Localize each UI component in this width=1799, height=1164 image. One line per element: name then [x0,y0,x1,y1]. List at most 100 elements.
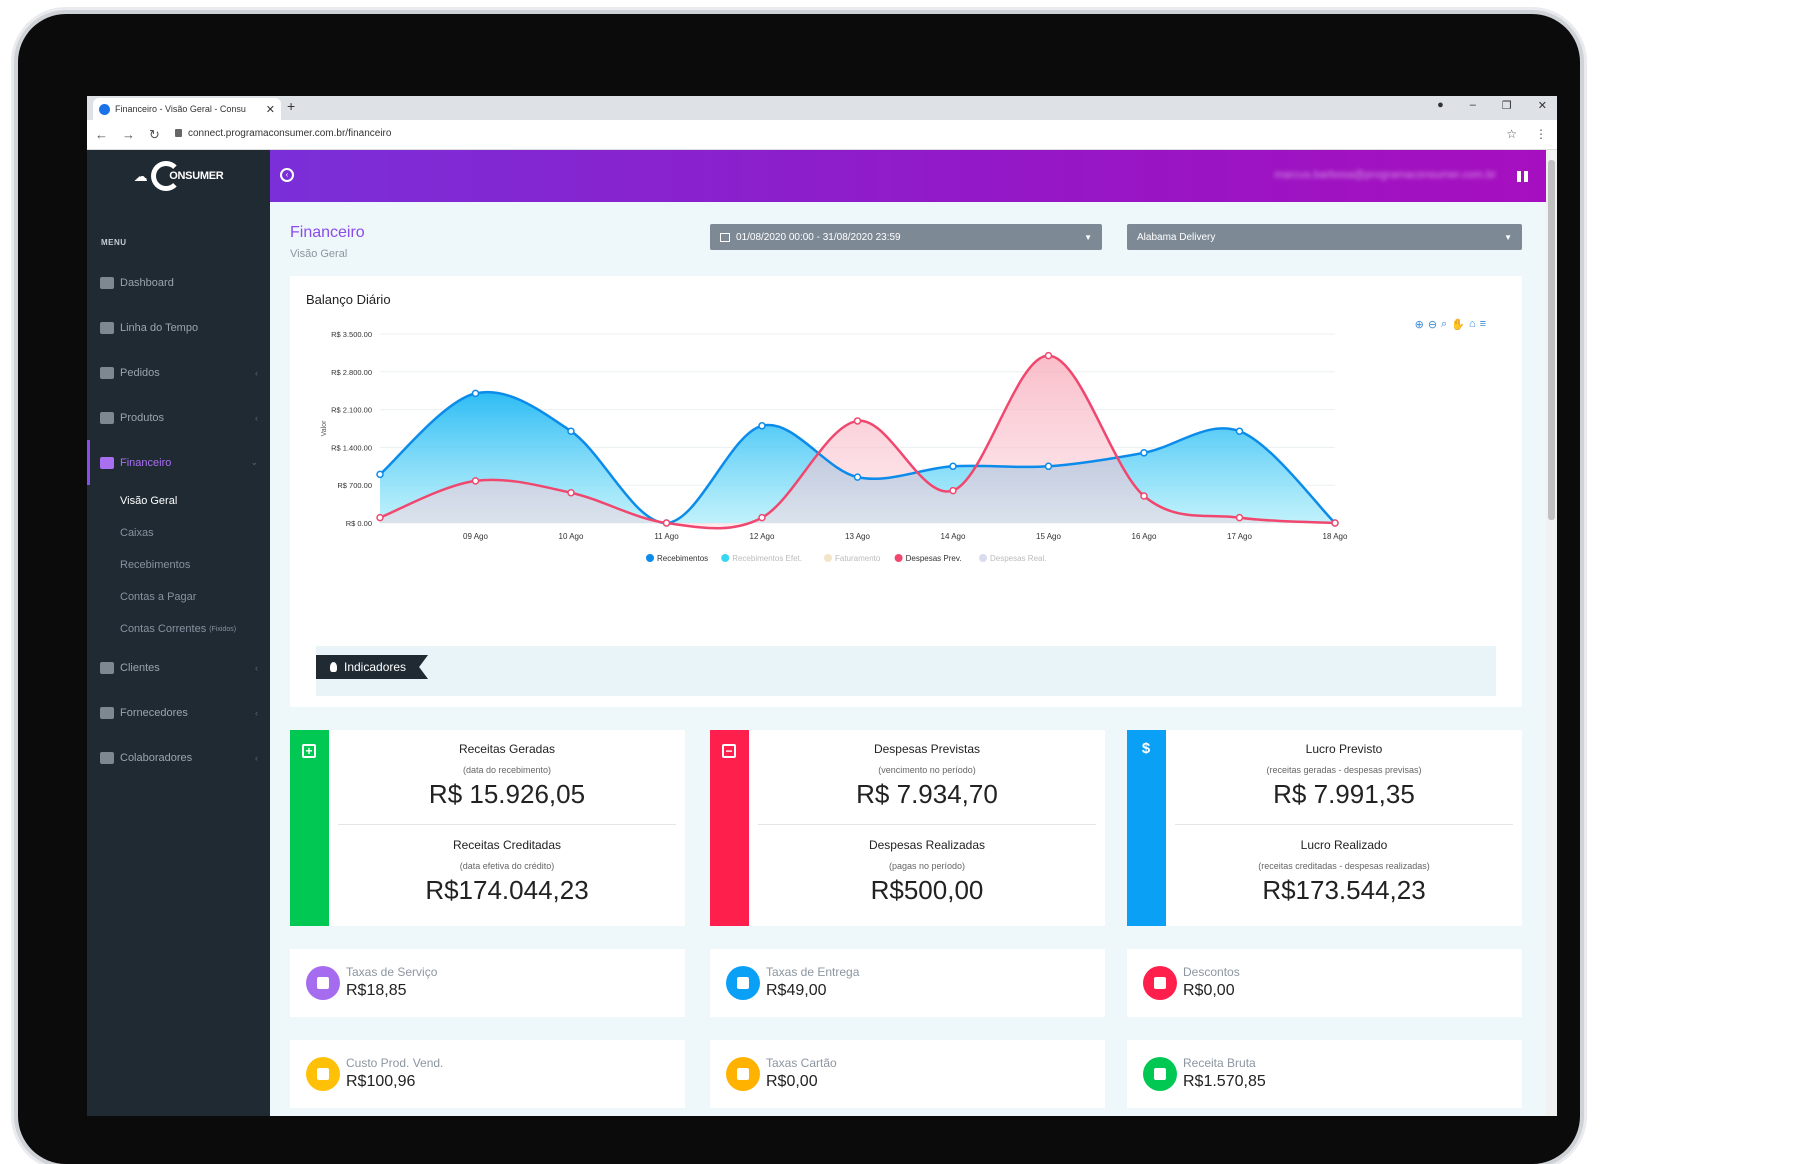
submenu-item-caixas[interactable]: Caixas [120,527,154,539]
home-icon[interactable]: ⌂ [1468,318,1476,330]
browser-tabbar: Financeiro - Visão Geral - Consu ✕ + ● –… [87,96,1557,120]
chart-menu-icon[interactable]: ≡ [1479,318,1486,330]
data-point [1235,427,1244,435]
lightbulb-icon [330,662,337,672]
logo-ring-icon [151,161,182,191]
zoom-in-icon[interactable]: ⊕ [1414,319,1424,331]
data-point [1140,492,1148,500]
sidebar-item-produtos[interactable]: Produtos ‹ [87,395,270,440]
plus-icon: + [302,744,316,758]
laptop-frame: Financeiro - Visão Geral - Consu ✕ + ● –… [18,14,1580,1164]
x-tick-label: 16 Ago [1132,532,1157,541]
sidebar-item-clientes[interactable]: Clientes ‹ [87,645,270,690]
submenu-item-contas-correntes[interactable]: Contas Correntes (Fixidos) [120,613,270,645]
submenu-note: (Fixidos) [209,625,237,633]
mini-label: Taxas de Entrega [766,965,860,979]
calendar-icon [720,232,730,242]
kpi-subtitle: (pagas no período) [888,861,966,871]
series-line-0 [379,390,1336,525]
indicadores-tag[interactable]: Indicadores [316,655,429,679]
kpi-title: Despesas Realizadas [868,838,986,852]
sidebar-item-colaboradores[interactable]: Colaboradores ‹ [87,735,270,780]
page-title: Financeiro [290,224,365,241]
new-tab-icon[interactable]: + [287,98,296,114]
kebab-menu-icon[interactable]: ⋮ [1535,127,1547,141]
cash-icon [1143,1057,1177,1091]
series-area-1 [380,355,1335,529]
reload-icon[interactable]: ↻ [149,127,160,142]
back-arrow-icon[interactable]: ← [95,127,108,142]
sidebar-item-linha-do-tempo[interactable]: Linha do Tempo [87,305,270,350]
submenu-item-contas-a-pagar[interactable]: Contas a Pagar [120,591,197,603]
mini-taxas-cartao: Taxas Cartão R$0,00 [710,1040,1105,1108]
forward-arrow-icon[interactable]: → [122,127,135,142]
mini-label: Custo Prod. Vend. [346,1056,444,1070]
minimize-icon[interactable]: – [1469,99,1476,111]
chart-card: Balanço Diário ⊕ ⊖ ⌕ ✋ ⌂ ≡ R$ 0.00 R$ 700… [290,276,1522,707]
credit-card-icon [726,1057,760,1091]
indicadores-bar: Indicadores [316,646,1496,696]
kpi-value: R$ 7.934,70 [856,779,998,809]
maximize-icon[interactable]: ❐ [1501,100,1512,112]
data-point [1044,351,1053,360]
sidebar-item-pedidos[interactable]: Pedidos ‹ [87,350,270,395]
tag-icon [100,411,114,424]
kpi-title: Receitas Creditadas [452,838,562,852]
store-select[interactable]: Alabama Delivery ▼ [1127,224,1522,250]
kpi-value: R$ 7.991,35 [1273,779,1415,809]
user-email[interactable]: marcus.barbosa@programaconsumer.com.br [1274,169,1496,181]
zoom-out-icon[interactable]: ⊖ [1427,319,1438,331]
y-tick-label: R$ 2.800.00 [331,368,372,377]
data-point [471,389,480,398]
url-field[interactable]: connect.programaconsumer.com.br/financei… [175,128,391,139]
mini-descontos: Descontos R$0,00 [1127,949,1522,1017]
data-point [662,519,671,527]
gear-icon [306,1057,340,1091]
cloud-icon: ☁ [133,167,148,184]
collapse-sidebar-icon[interactable]: ‹ [280,168,294,182]
financeiro-submenu: Visão Geral Caixas Recebimentos Contas a… [87,485,270,645]
sidebar-item-financeiro[interactable]: Financeiro ⌄ [87,440,270,485]
sidebar-item-fornecedores[interactable]: Fornecedores ‹ [87,690,270,735]
screen: Financeiro - Visão Geral - Consu ✕ + ● –… [87,96,1557,1116]
x-tick-label: 11 Ago [654,532,679,541]
browser-tab[interactable]: Financeiro - Visão Geral - Consu ✕ [93,98,281,120]
kpi-subtitle: (receitas geradas - despesas previsas) [1266,765,1422,775]
top-bar: ‹ marcus.barbosa@programaconsumer.com.br [270,150,1546,202]
close-tab-icon[interactable]: ✕ [265,103,275,116]
x-tick-label: 18 Ago [1323,532,1348,541]
data-point [567,427,575,435]
submenu-item-visao-geral[interactable]: Visão Geral [120,495,178,507]
date-range-value: 01/08/2020 00:00 - 31/08/2020 23:59 [736,231,901,243]
page-scrollbar[interactable] [1546,150,1557,1116]
star-icon[interactable]: ☆ [1506,127,1517,141]
profile-icon[interactable]: ● [1437,99,1444,111]
x-tick-label: 13 Ago [845,532,870,541]
scrollbar-thumb[interactable] [1548,160,1555,520]
sidebar-item-label: Fornecedores [120,706,188,719]
kpi-color-bar: + [290,730,329,926]
logo[interactable]: ☁ ONSUMER [87,150,270,202]
caret-down-icon: ▼ [1084,232,1092,242]
legend-marker [721,554,730,562]
date-range-select[interactable]: 01/08/2020 00:00 - 31/08/2020 23:59 ▼ [710,224,1102,250]
mini-value: R$1.570,85 [1183,1073,1266,1090]
kpi-title: Receitas Geradas [458,742,556,756]
chevron-down-icon: ⌄ [250,457,258,467]
zoom-select-icon[interactable]: ⌕ [1441,318,1448,330]
kpi-bottom: Lucro Realizado (receitas creditadas - d… [1166,838,1522,906]
timeline-icon [100,321,114,334]
close-window-icon[interactable]: ✕ [1537,100,1547,112]
kpi-divider [338,824,676,825]
favicon-icon [99,103,110,115]
pan-icon[interactable]: ✋ [1451,319,1465,331]
data-point [1331,519,1339,527]
mini-taxas-servico: Taxas de Serviço R$18,85 [290,949,685,1017]
legend-marker [646,554,654,562]
sidebar-item-label: Financeiro [120,456,172,469]
apps-grid-icon[interactable] [1517,171,1528,182]
app-root: ☁ ONSUMER MENU Dashboard Linha do Tempo [87,150,1557,1116]
sidebar-item-dashboard[interactable]: Dashboard [87,260,270,305]
submenu-item-recebimentos[interactable]: Recebimentos [120,559,191,571]
mini-label: Taxas Cartão [766,1056,837,1070]
